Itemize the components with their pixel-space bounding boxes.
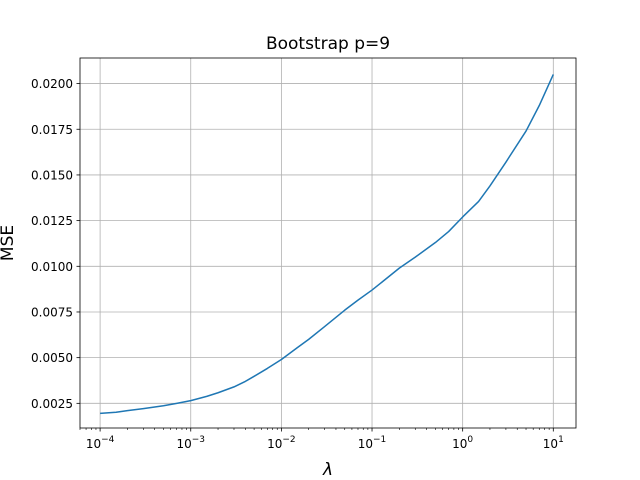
x-tick-exponent: 1 — [558, 435, 564, 445]
x-tick-base: 10 — [452, 437, 467, 451]
y-tick-label: 0.0050 — [31, 351, 73, 365]
y-tick-label: 0.0125 — [31, 214, 73, 228]
y-axis-label: MSE — [0, 225, 18, 261]
x-tick-label: 10−1 — [358, 435, 387, 451]
x-tick-label: 10−4 — [86, 435, 115, 451]
x-tick-exponent: 0 — [467, 435, 473, 445]
x-tick-base: 10 — [358, 437, 373, 451]
x-tick-base: 10 — [267, 437, 282, 451]
x-tick-exponent: −2 — [282, 435, 295, 445]
mse-series-line — [100, 74, 554, 415]
x-axis-label: λ — [322, 460, 333, 480]
x-tick-label: 10−3 — [176, 435, 205, 451]
x-tick-label: 101 — [543, 435, 564, 451]
x-tick-exponent: −4 — [101, 435, 115, 445]
y-tick-label: 0.0025 — [31, 397, 73, 411]
x-tick-base: 10 — [176, 437, 191, 451]
chart-title: Bootstrap p=9 — [266, 34, 390, 54]
grid-lines — [80, 58, 576, 428]
plot-frame — [79, 57, 577, 429]
axis-ticks: 10−4 10−3 10−2 10−1 100 1010.00250.00500.0075… — [31, 77, 564, 451]
x-tick-base: 10 — [86, 437, 101, 451]
y-tick-label: 0.0100 — [31, 260, 73, 274]
x-tick-label: 10−2 — [267, 435, 296, 451]
x-tick-exponent: −3 — [192, 435, 205, 445]
y-tick-label: 0.0200 — [31, 77, 73, 91]
y-tick-label: 0.0075 — [31, 305, 73, 319]
series-layer — [100, 74, 554, 415]
y-tick-label: 0.0175 — [31, 123, 73, 137]
x-tick-exponent: −1 — [373, 435, 386, 445]
y-tick-label: 0.0150 — [31, 168, 73, 182]
x-tick-base: 10 — [543, 437, 558, 451]
x-tick-label: 100 — [452, 435, 473, 451]
